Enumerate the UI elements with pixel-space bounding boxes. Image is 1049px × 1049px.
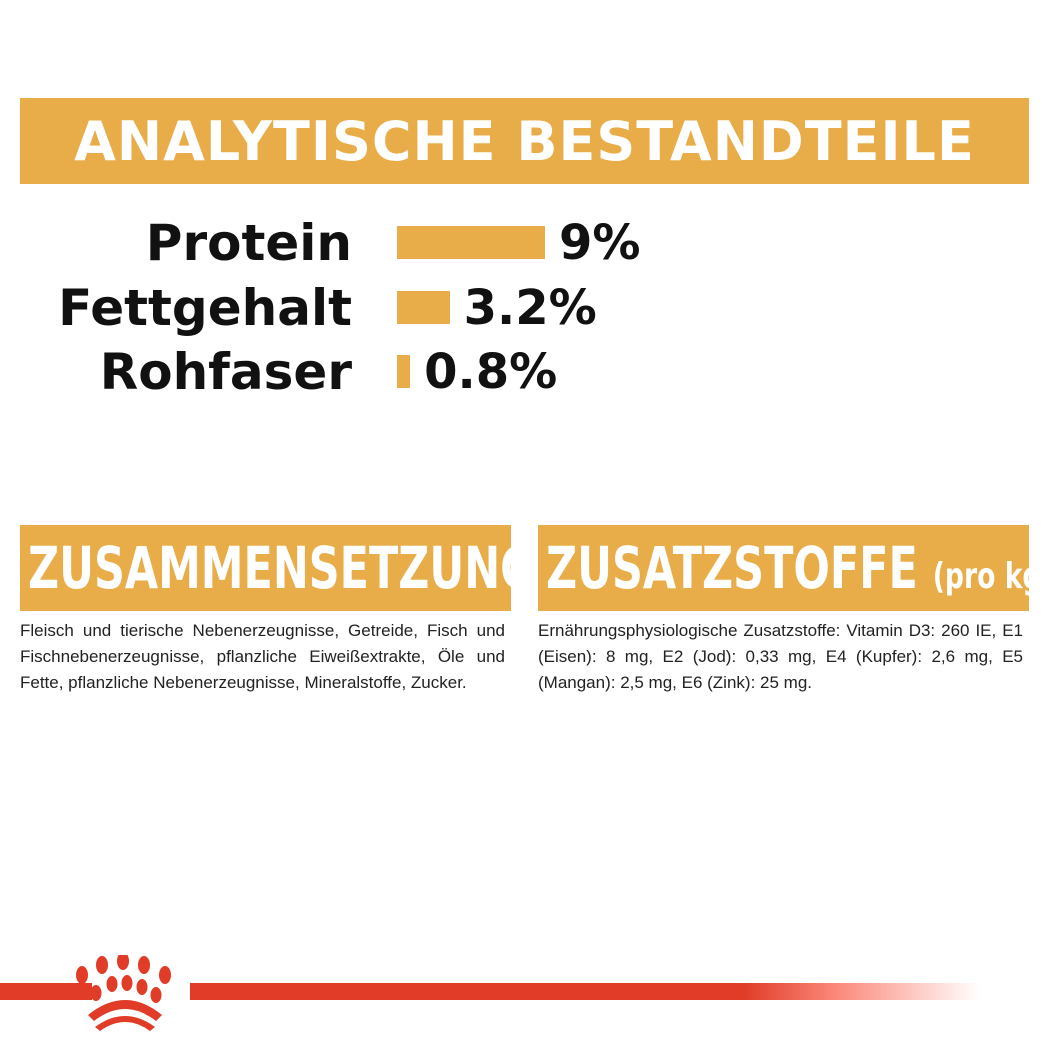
- nutrient-bar: [397, 291, 450, 324]
- nutrient-value: 9%: [559, 215, 641, 271]
- nutrient-row: Fettgehalt 3.2%: [0, 275, 1049, 341]
- nutrient-label: Fettgehalt: [58, 279, 352, 337]
- nutrient-value: 0.8%: [424, 344, 558, 400]
- nutrient-label: Rohfaser: [99, 343, 352, 401]
- nutrient-row: Protein 9%: [0, 210, 1049, 276]
- nutrient-label: Protein: [145, 214, 352, 272]
- nutrient-row: Rohfaser 0.8%: [0, 339, 1049, 405]
- additives-unit: (pro kg): [932, 556, 1029, 597]
- additives-title-text: ZUSATZSTOFFE: [546, 534, 918, 602]
- additives-header: ZUSATZSTOFFE (pro kg): [538, 525, 1029, 611]
- royal-canin-crown-logo-icon: [76, 955, 171, 1031]
- composition-title: ZUSAMMENSETZUNG: [28, 534, 511, 602]
- additives-title: ZUSATZSTOFFE (pro kg): [546, 531, 1029, 611]
- composition-text: Fleisch und tierische Nebenerzeugnisse, …: [20, 621, 505, 692]
- header-banner: ANALYTISCHE BESTANDTEILE: [20, 98, 1029, 184]
- brand-line-right: [190, 983, 980, 1000]
- brand-line-left: [0, 983, 92, 1000]
- nutrient-value: 3.2%: [463, 280, 597, 336]
- composition-header: ZUSAMMENSETZUNG: [20, 525, 511, 611]
- nutrient-bar: [397, 226, 545, 259]
- nutrient-bar: [397, 355, 411, 388]
- additives-text: Ernährungsphysiologische Zusatzstoffe: V…: [538, 621, 1023, 692]
- page-title: ANALYTISCHE BESTANDTEILE: [74, 109, 975, 173]
